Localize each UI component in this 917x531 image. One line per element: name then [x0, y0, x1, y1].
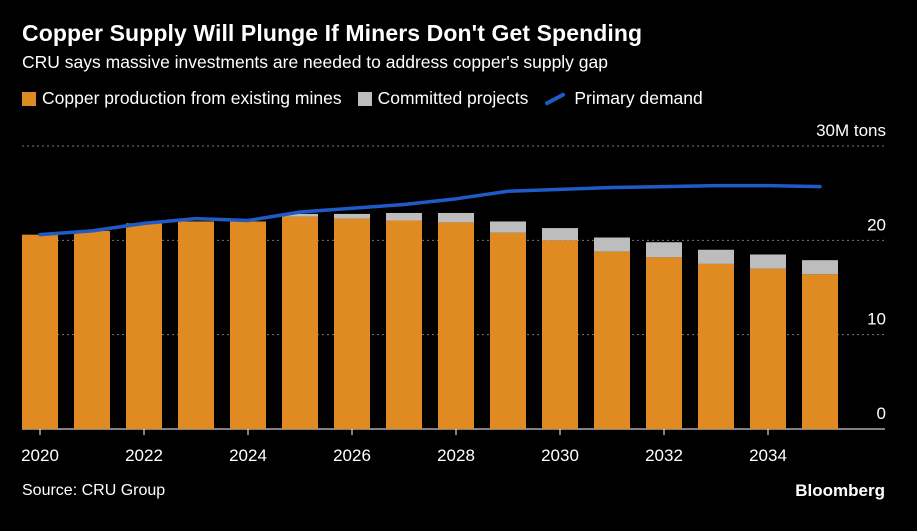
x-tick-label-2024: 2024 — [229, 446, 267, 465]
bar-committed-2027 — [386, 212, 422, 221]
y-tick-label-1: 10 — [867, 310, 886, 329]
legend-label-demand: Primary demand — [574, 88, 703, 108]
legend-item-existing: Copper production from existing mines — [22, 88, 342, 109]
legend-swatch-committed — [357, 91, 372, 106]
x-tick-label-2028: 2028 — [437, 446, 475, 465]
x-tick-label-2022: 2022 — [125, 446, 163, 465]
chart-subtitle: CRU says massive investments are needed … — [22, 52, 608, 72]
chart-title: Copper Supply Will Plunge If Miners Don'… — [22, 20, 643, 46]
bar-existing-2023 — [178, 221, 214, 429]
bar-committed-2034 — [750, 254, 786, 269]
x-tick-label-2026: 2026 — [333, 446, 371, 465]
bloomberg-logo: Bloomberg — [795, 481, 885, 500]
x-tick-label-2032: 2032 — [645, 446, 683, 465]
bar-committed-2029 — [490, 221, 526, 233]
bar-committed-2028 — [438, 212, 474, 223]
bar-existing-2035 — [802, 274, 838, 429]
bar-committed-2033 — [698, 249, 734, 264]
x-tick-label-2034: 2034 — [749, 446, 787, 465]
bar-committed-2030 — [542, 228, 578, 241]
demand-line — [38, 183, 822, 237]
y-tick-label-3: 30M tons — [816, 121, 886, 140]
legend-label-existing: Copper production from existing mines — [42, 88, 342, 108]
bar-existing-2033 — [698, 263, 734, 429]
bar-existing-2030 — [542, 240, 578, 429]
y-tick-label-2: 20 — [867, 215, 886, 234]
bar-existing-2020 — [22, 234, 58, 429]
bar-committed-2025 — [282, 213, 318, 217]
x-tick-label-2020: 2020 — [21, 446, 59, 465]
x-tick-label-2030: 2030 — [541, 446, 579, 465]
bar-committed-2035 — [802, 260, 838, 275]
bar-existing-2034 — [750, 268, 786, 429]
bar-existing-2032 — [646, 257, 682, 429]
legend: Copper production from existing mines Co… — [22, 88, 719, 109]
source-note: Source: CRU Group — [22, 482, 166, 499]
bar-committed-2032 — [646, 242, 682, 258]
legend-item-committed: Committed projects — [357, 88, 529, 109]
bar-existing-2031 — [594, 251, 630, 429]
y-tick-label-0: 0 — [877, 404, 886, 423]
legend-swatch-existing — [22, 91, 36, 106]
bar-existing-2026 — [334, 218, 370, 429]
bar-existing-2022 — [126, 223, 162, 429]
bar-committed-2026 — [334, 213, 370, 219]
bar-existing-2028 — [438, 222, 474, 429]
bar-existing-2029 — [490, 232, 526, 429]
legend-label-committed: Committed projects — [377, 88, 529, 108]
bar-committed-2031 — [594, 237, 630, 252]
bar-existing-2025 — [282, 216, 318, 429]
legend-item-demand: Primary demand — [544, 88, 703, 109]
bar-existing-2027 — [386, 220, 422, 429]
bar-existing-2024 — [230, 221, 266, 429]
bar-existing-2021 — [74, 230, 110, 429]
